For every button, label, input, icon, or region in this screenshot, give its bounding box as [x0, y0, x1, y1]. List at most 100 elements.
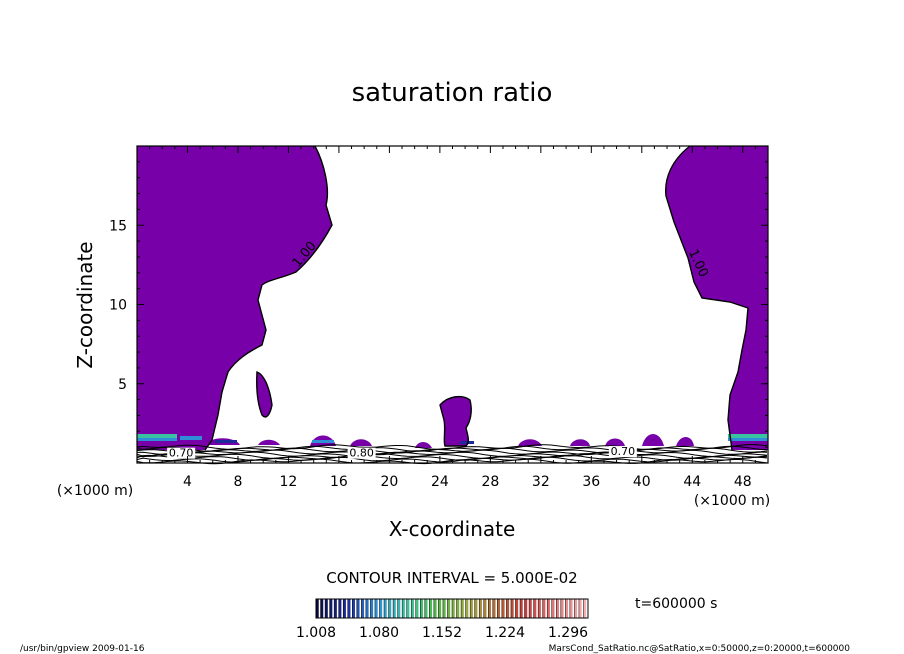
colorbar-cell [510, 599, 514, 618]
colorbar-label: 1.152 [422, 625, 462, 641]
colorbar-cell [415, 599, 419, 618]
colorbar-cell [483, 599, 487, 618]
colorbar-cell [433, 599, 437, 618]
high-saturation-band [137, 434, 177, 438]
colorbar-cell [479, 599, 482, 618]
colorbar-cell [442, 599, 446, 618]
bottom-patch [258, 439, 280, 445]
colorbar-frame [315, 598, 589, 619]
contour-line [256, 371, 273, 418]
x-tick-label: 20 [380, 474, 398, 490]
colorbar-cell [438, 599, 442, 618]
time-label: t=600000 s [635, 596, 717, 612]
colorbar-cell [393, 599, 396, 618]
x-tick-label: 32 [532, 474, 550, 490]
colorbar-cell [365, 599, 369, 618]
colorbar-labels: 1.008 1.080 1.152 1.224 1.296 [296, 625, 588, 641]
colorbar-cell [325, 599, 328, 618]
colorbar-cell [474, 599, 478, 618]
right-fill-region [665, 146, 768, 450]
high-saturation-band [460, 441, 474, 444]
chart-title: saturation ratio [352, 78, 553, 108]
bottom-patch [676, 437, 694, 446]
contour-label-bg [167, 447, 196, 459]
colorbar-label: 1.080 [359, 625, 399, 641]
contour-label-bg [347, 447, 376, 459]
high-saturation-band [728, 434, 768, 438]
colorbar-cell [515, 599, 519, 618]
colorbar-cell [452, 599, 455, 618]
contour-label-bg [608, 446, 637, 458]
bottom-patch [415, 442, 432, 448]
surface-contour-line [136, 453, 768, 459]
colorbar-cell [506, 599, 510, 618]
colorbar-cell [379, 599, 383, 618]
high-saturation-band [728, 438, 768, 441]
colorbar-cell [556, 599, 559, 618]
colorbar-cell [316, 599, 319, 618]
colorbar-cell [406, 599, 410, 618]
colorbar-cell [320, 599, 324, 618]
bottom-patch [350, 439, 372, 446]
colorbar-label: 1.224 [485, 625, 525, 641]
colorbar-cell [529, 599, 532, 618]
colorbar-cell [542, 599, 546, 618]
x-unit-label-left: (×1000 m) [57, 483, 133, 499]
x-axis-ticks: 4 8 12 16 20 24 28 32 36 40 44 48 [149, 146, 756, 490]
contour-line [439, 395, 472, 447]
high-saturation-band [215, 440, 237, 443]
colorbar-cell [461, 599, 464, 618]
colorbar-cell [538, 599, 541, 618]
colorbar-cell [356, 599, 360, 618]
colorbar-cell [551, 599, 555, 618]
footer-left: /usr/bin/gpview 2009-01-16 [20, 644, 145, 654]
colorbar-cell [583, 599, 587, 618]
colorbar-cell [497, 599, 501, 618]
x-tick-label: 4 [183, 474, 192, 490]
x-axis-label: X-coordinate [389, 517, 516, 541]
surface-contour-line [136, 447, 768, 454]
colorbar-cell [334, 599, 337, 618]
y-tick-label: 15 [109, 218, 127, 234]
colorbar-cell [465, 599, 469, 618]
colorbar-cell [565, 599, 569, 618]
colorbar-label: 1.008 [296, 625, 336, 641]
colorbar-cell [374, 599, 378, 618]
colorbar-cell [397, 599, 401, 618]
contour-interval-text: CONTOUR INTERVAL = 5.000E-02 [326, 569, 577, 587]
colorbar-cell [338, 599, 342, 618]
y-tick-label: 10 [109, 298, 127, 314]
high-saturation-band [180, 436, 202, 440]
colorbar-cell [343, 599, 346, 618]
x-tick-label: 48 [734, 474, 752, 490]
floating-blob [256, 372, 272, 417]
colorbar-cell [370, 599, 374, 618]
y-axis-ticks: 5 10 15 [109, 161, 768, 448]
colorbar [315, 599, 587, 618]
left-fill-region [137, 146, 332, 450]
contour-lines-1.00 [204, 145, 749, 451]
contour-label: 0.70 [611, 445, 636, 458]
surface-contour-line [136, 451, 768, 458]
colorbar-cell [578, 599, 582, 618]
colorbar-cell [456, 599, 460, 618]
colorbar-cell [352, 599, 355, 618]
x-tick-label: 44 [683, 474, 701, 490]
colorbar-cell [574, 599, 578, 618]
x-tick-label: 16 [330, 474, 348, 490]
high-saturation-layer [137, 434, 768, 444]
contour-label: 0.80 [349, 447, 374, 460]
contour-line [204, 145, 333, 451]
contour-line [665, 145, 749, 451]
colorbar-label: 1.296 [548, 625, 588, 641]
x-tick-label: 36 [582, 474, 600, 490]
colorbar-cell [520, 599, 523, 618]
colorbar-cell [384, 599, 387, 618]
high-saturation-band [137, 438, 177, 441]
contour-label: 0.70 [169, 447, 194, 460]
colorbar-cell [524, 599, 528, 618]
colorbar-cell [533, 599, 537, 618]
colorbar-cell [402, 599, 405, 618]
footer-right: MarsCond_SatRatio.nc@SatRatio,x=0:50000,… [549, 644, 851, 654]
